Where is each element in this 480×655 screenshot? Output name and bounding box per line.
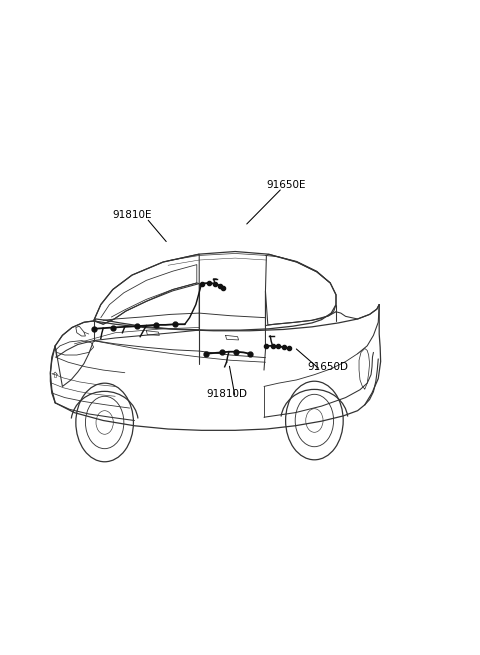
Text: 91650E: 91650E [266,179,306,190]
Text: 91810E: 91810E [113,210,152,220]
Text: 91810D: 91810D [206,389,247,400]
Text: 91650D: 91650D [307,362,348,372]
